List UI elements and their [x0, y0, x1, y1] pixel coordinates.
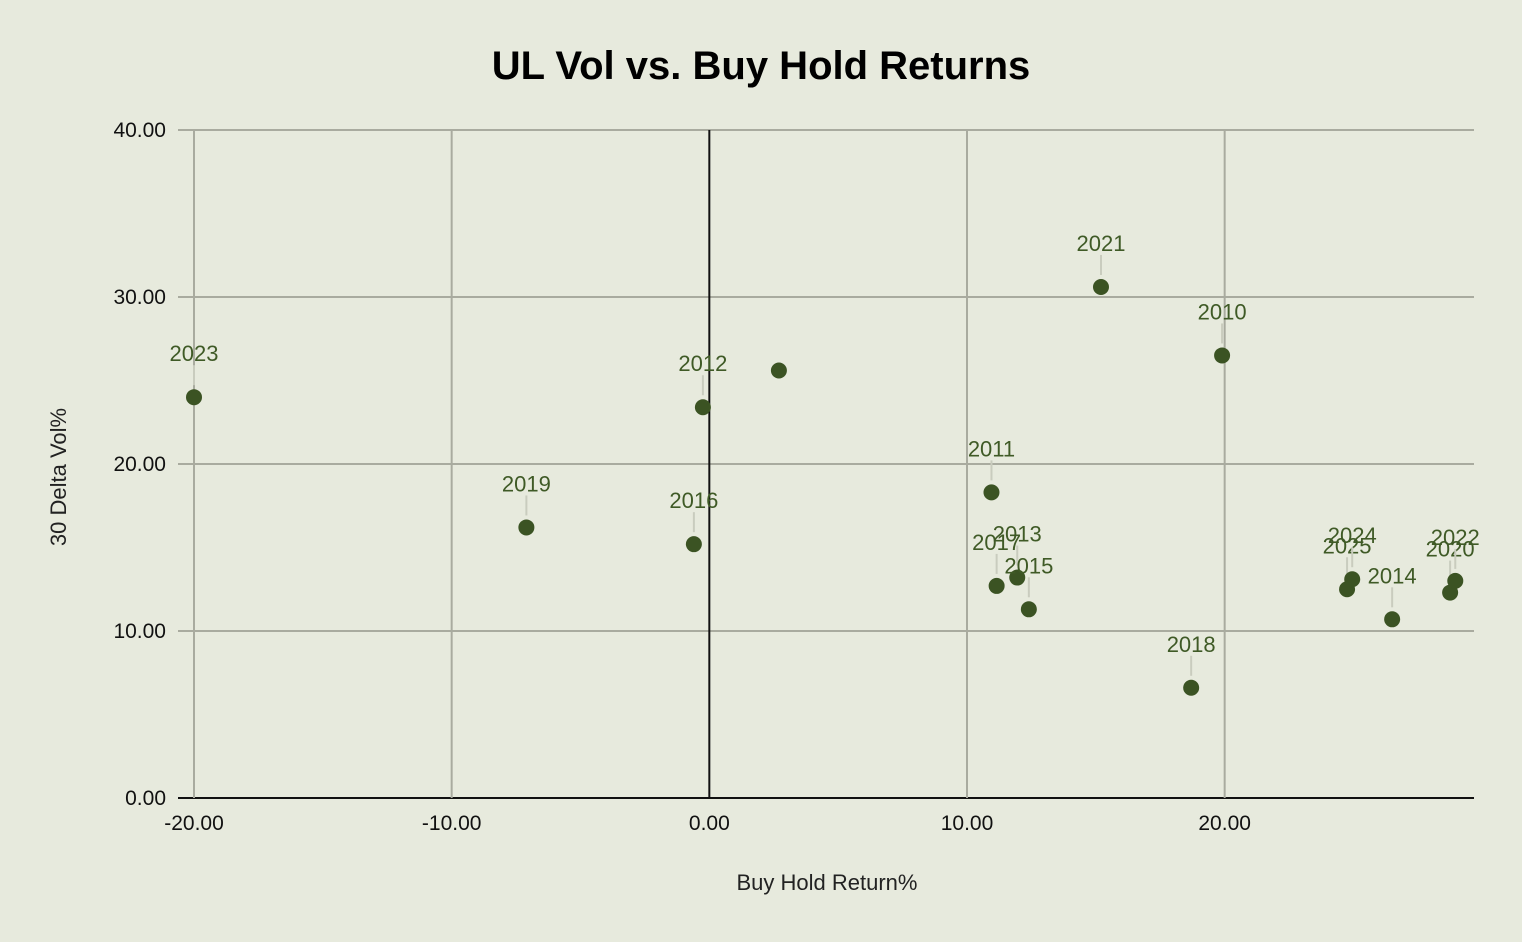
data-point-label: 2012 [678, 351, 727, 376]
data-point-label: 2019 [502, 471, 551, 496]
data-point [186, 389, 202, 406]
x-axis-title: Buy Hold Return% [737, 870, 918, 895]
y-tick-label: 30.00 [113, 286, 166, 309]
data-point-label: 2023 [170, 341, 219, 366]
chart-title: UL Vol vs. Buy Hold Returns [492, 44, 1031, 88]
tick-labels: 0.00 10.00 20.00 30.00 40.00 -20.00 -10.00 0.00… [113, 119, 1251, 835]
x-tick-label: -20.00 [164, 812, 224, 835]
data-point-label: 2015 [1004, 553, 1053, 578]
y-tick-label: 0.00 [125, 787, 166, 810]
data-point-label: 2011 [968, 436, 1015, 461]
data-point-label: 2010 [1198, 299, 1247, 324]
data-point-label: 2022 [1431, 525, 1480, 550]
data-point [1009, 569, 1026, 586]
data-point-label: 2016 [669, 488, 718, 513]
data-point-label: 2024 [1328, 523, 1377, 548]
x-tick-label: 0.00 [689, 812, 730, 835]
data-point [1214, 347, 1231, 364]
x-tick-label: -10.00 [422, 812, 482, 835]
y-axis-title: 30 Delta Vol% [46, 408, 71, 546]
y-tick-label: 10.00 [113, 620, 166, 643]
x-tick-label: 20.00 [1198, 812, 1251, 835]
x-tick-label: 10.00 [941, 812, 994, 835]
data-point [1092, 278, 1109, 295]
data-point [1447, 572, 1464, 589]
data-point [770, 362, 787, 379]
data-point-label: 2025 [1323, 533, 1372, 558]
data-point [983, 484, 1000, 501]
data-point [1344, 571, 1361, 588]
data-point-label: 2017 [972, 530, 1021, 555]
data-point-label: 2018 [1167, 632, 1216, 657]
data-point-label: 2020 [1426, 537, 1475, 562]
data-point [1183, 679, 1200, 696]
y-tick-label: 20.00 [113, 453, 166, 476]
data-point [685, 536, 702, 553]
data-point-label: 2014 [1368, 563, 1417, 588]
data-point [518, 519, 535, 536]
data-point [694, 399, 711, 416]
data-point [1384, 611, 1401, 628]
y-tick-label: 40.00 [113, 119, 166, 142]
data-point [1020, 601, 1037, 618]
grid [178, 129, 1474, 799]
data-point [988, 577, 1005, 594]
data-point-label: 2021 [1077, 231, 1126, 256]
data-point-label: 2013 [993, 522, 1042, 547]
